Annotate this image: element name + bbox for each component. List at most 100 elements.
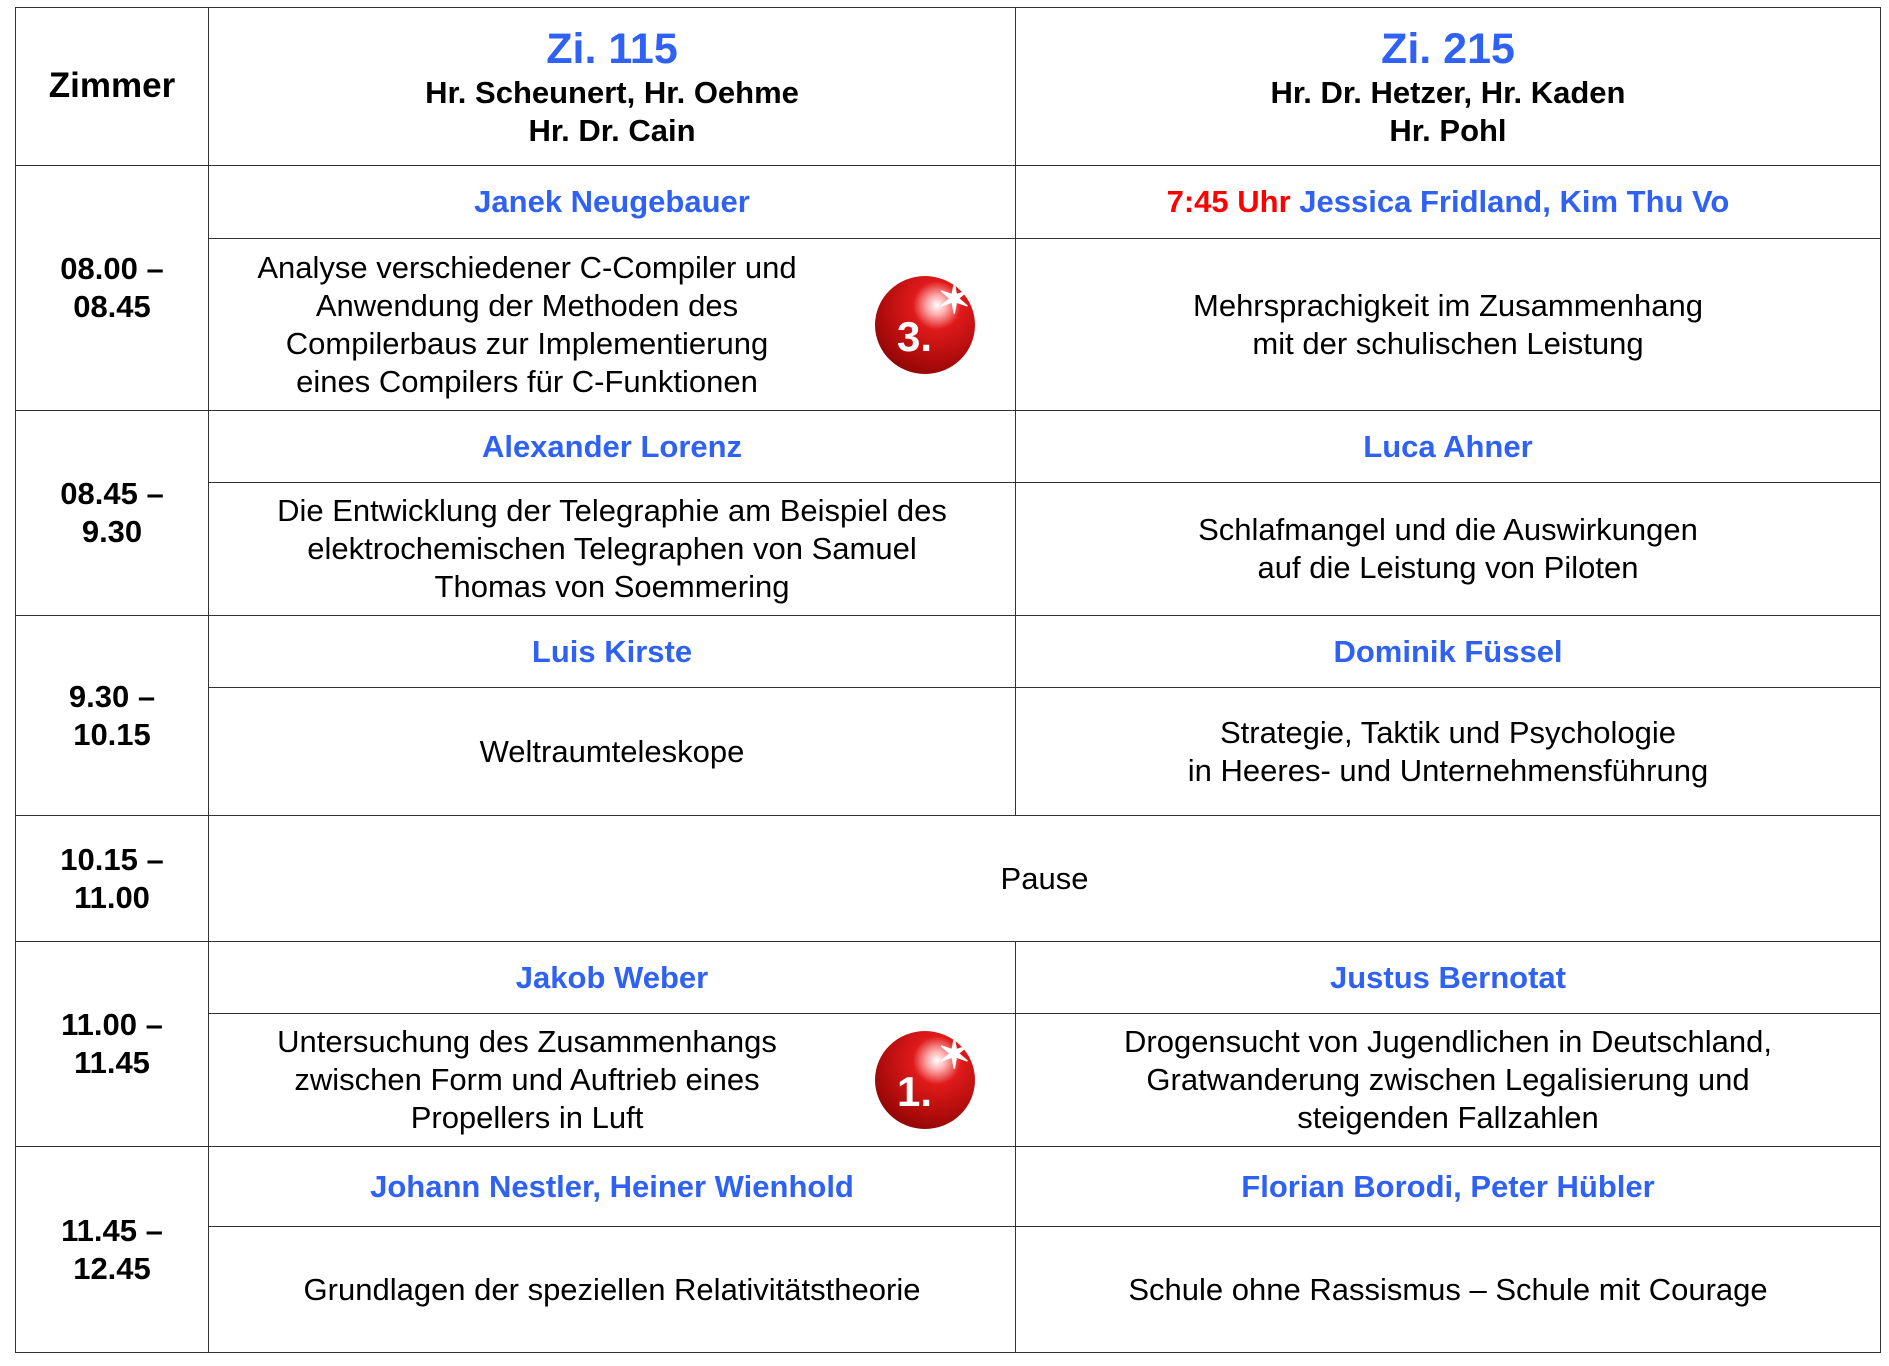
topic-row: Analyse verschiedener C-Compiler und Anwe…	[16, 238, 1881, 411]
topic-line: Schule ohne Rassismus – Schule mit Coura…	[1128, 1271, 1768, 1307]
topic-line: Anwendung der Methoden des	[315, 287, 739, 323]
presenter-names: Dominik Füssel	[1333, 633, 1563, 669]
time-cell: 10.15 –11.00	[15, 815, 209, 942]
time-end: 11.00	[74, 879, 150, 915]
time-start: 08.00 –	[60, 251, 164, 286]
topic-line: Untersuchung des Zusammenhangs	[277, 1024, 777, 1059]
topic-line: Weltraumteleskope	[479, 733, 745, 769]
header-row: Zimmer Zi. 115 Hr. Scheunert, Hr. Oehme …	[15, 7, 1881, 166]
topic-row: Untersuchung des Zusammenhangs zwischen F…	[16, 1013, 1881, 1147]
topic-cell: Analyse verschiedener C-Compiler und Anwe…	[208, 238, 1016, 411]
presenter-names: Jessica Fridland, Kim Thu Vo	[1299, 184, 1730, 219]
presenter-name: 7:45 Uhr Jessica Fridland, Kim Thu Vo	[1015, 165, 1881, 239]
schedule-table: Zimmer Zi. 115 Hr. Scheunert, Hr. Oehme …	[15, 7, 1881, 1353]
topic-line: eines Compilers für C-Funktionen	[296, 363, 758, 399]
topic-line: Strategie, Taktik und Psychologie	[1219, 714, 1677, 750]
time-cell: 11.00 –11.45	[15, 941, 209, 1147]
time-end: 10.15	[73, 716, 151, 752]
presenter-name: Janek Neugebauer	[208, 165, 1016, 239]
topic-line: elektrochemischen Telegraphen von Samuel	[307, 531, 917, 566]
presenter-name: Justus Bernotat	[1015, 941, 1881, 1014]
topic-line: Thomas von Soemmering	[434, 569, 790, 604]
time-start: 10.15 –	[60, 841, 164, 877]
topic-line: auf die Leistung von Piloten	[1257, 550, 1639, 585]
topic-line: Propellers in Luft	[410, 1100, 644, 1135]
topic-cell: Untersuchung des Zusammenhangs zwischen F…	[208, 1013, 1016, 1147]
room-header: Zi. 215 Hr. Dr. Hetzer, Hr. Kaden Hr. Po…	[1015, 7, 1881, 166]
start-time: 7:45 Uhr	[1166, 184, 1291, 219]
topic-row: Weltraumteleskope Strategie, Taktik und P…	[16, 687, 1881, 816]
rank-number: 3.	[897, 312, 933, 360]
award-badge-icon: 3. ✶	[875, 275, 975, 374]
time-cell: 08.45 –9.30	[15, 410, 209, 616]
topic-line: Drogensucht von Jugendlichen in Deutschl…	[1124, 1024, 1772, 1059]
pause-row: 10.15 –11.00 Pause	[15, 815, 1881, 942]
teachers: Hr. Scheunert, Hr. Oehme	[425, 74, 799, 110]
presenter-name: Florian Borodi, Peter Hübler	[1015, 1146, 1881, 1227]
teachers: Hr. Dr. Cain	[528, 112, 696, 148]
time-cell: 11.45 –12.45	[15, 1146, 209, 1353]
topic-line: zwischen Form und Auftrieb eines	[294, 1062, 760, 1097]
presenter-names: Alexander Lorenz	[481, 428, 743, 464]
topic-row: Grundlagen der speziellen Relativitätsth…	[16, 1226, 1881, 1353]
presenter-row: 9.30 –10.15 Luis Kirste Dominik Füssel	[15, 615, 1881, 816]
topic-line: Grundlagen der speziellen Relativitätsth…	[303, 1271, 921, 1307]
zimmer-text: Zimmer	[48, 66, 176, 105]
time-end: 08.45	[73, 289, 151, 324]
presenter-row: 08.45 –9.30 Alexander Lorenz Luca Ahner	[15, 410, 1881, 616]
presenter-names: Justus Bernotat	[1330, 959, 1566, 995]
topic-line: Die Entwicklung der Telegraphie am Beisp…	[277, 493, 947, 528]
rank-number: 1.	[897, 1068, 933, 1115]
teachers: Hr. Pohl	[1389, 112, 1507, 148]
topic-cell: Grundlagen der speziellen Relativitätsth…	[208, 1226, 1016, 1353]
star-icon: ✶	[937, 1033, 971, 1077]
award-badge-icon: 1. ✶	[875, 1031, 975, 1129]
presenter-names: Janek Neugebauer	[474, 184, 750, 219]
topic-row: Die Entwicklung der Telegraphie am Beisp…	[16, 482, 1881, 616]
topic-line: in Heeres- und Unternehmensführung	[1187, 752, 1709, 788]
presenter-row: 08.00 –08.45 Janek Neugebauer 7:45 Uhr Jes…	[15, 165, 1881, 411]
room-header: Zi. 115 Hr. Scheunert, Hr. Oehme Hr. Dr.…	[208, 7, 1016, 166]
teachers: Hr. Dr. Hetzer, Hr. Kaden	[1270, 74, 1626, 110]
presenter-names: Luis Kirste	[531, 633, 693, 669]
time-start: 9.30 –	[68, 678, 156, 714]
topic-cell: Schule ohne Rassismus – Schule mit Coura…	[1015, 1226, 1881, 1353]
presenter-names: Luca Ahner	[1363, 428, 1533, 464]
topic-line: Gratwanderung zwischen Legalisierung und	[1146, 1062, 1750, 1097]
star-icon: ✶	[937, 277, 971, 322]
time-end: 11.45	[74, 1045, 150, 1080]
topic-cell: Strategie, Taktik und Psychologie in Heer…	[1015, 687, 1881, 816]
time-cell: 9.30 –10.15	[15, 615, 209, 816]
topic-cell: Drogensucht von Jugendlichen in Deutschl…	[1015, 1013, 1881, 1147]
room-number: Zi. 115	[546, 24, 678, 73]
topic-line: Schlafmangel und die Auswirkungen	[1198, 512, 1698, 547]
presenter-row: 11.00 –11.45 Jakob Weber Justus Bernotat	[15, 941, 1881, 1147]
time-start: 11.00 –	[61, 1007, 163, 1042]
topic-cell: Weltraumteleskope	[208, 687, 1016, 816]
topic-line: Analyse verschiedener C-Compiler und	[257, 249, 797, 285]
room-number: Zi. 215	[1381, 24, 1515, 73]
presenter-row: 11.45 –12.45 Johann Nestler, Heiner Wienh…	[15, 1146, 1881, 1353]
presenter-name: Dominik Füssel	[1015, 615, 1881, 688]
presenter-names: Jakob Weber	[515, 959, 709, 995]
topic-cell: Mehrsprachigkeit im Zusammenhang mit der …	[1015, 238, 1881, 411]
presenter-name: Johann Nestler, Heiner Wienhold	[208, 1146, 1016, 1227]
time-cell: 08.00 –08.45	[15, 165, 209, 411]
presenter-names: Johann Nestler, Heiner Wienhold	[370, 1168, 854, 1204]
time-start: 08.45 –	[60, 476, 164, 511]
presenter-name: Jakob Weber	[208, 941, 1016, 1014]
presenter-name: Luis Kirste	[208, 615, 1016, 688]
topic-line: Mehrsprachigkeit im Zusammenhang	[1193, 287, 1703, 323]
zimmer-label: Zimmer	[15, 7, 209, 166]
presenter-name: Luca Ahner	[1015, 410, 1881, 483]
presenter-name: Alexander Lorenz	[208, 410, 1016, 483]
time-end: 9.30	[81, 514, 143, 549]
topic-cell: Die Entwicklung der Telegraphie am Beisp…	[208, 482, 1016, 616]
topic-cell: Schlafmangel und die Auswirkungen auf die…	[1015, 482, 1881, 616]
topic-line: mit der schulischen Leistung	[1252, 325, 1644, 361]
pause-cell: Pause	[208, 815, 1881, 942]
time-start: 11.45 –	[61, 1212, 163, 1248]
topic-line: steigenden Fallzahlen	[1297, 1100, 1599, 1135]
time-end: 12.45	[73, 1250, 151, 1286]
topic-line: Compilerbaus zur Implementierung	[285, 325, 769, 361]
